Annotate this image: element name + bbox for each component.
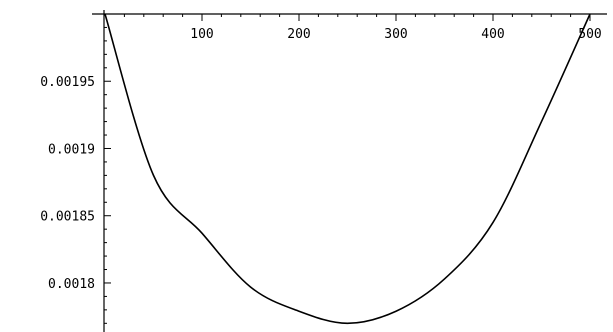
series-line (104, 13, 591, 325)
x-axis-tick-labels: 100 200 300 400 500 (190, 27, 601, 42)
x-tick-label: 500 (578, 27, 601, 42)
y-tick-label: 0.0019 (48, 142, 95, 157)
x-tick-label: 200 (287, 27, 310, 42)
x-tick-label: 400 (481, 27, 504, 42)
x-tick-label: 300 (384, 27, 407, 42)
y-tick-label: 0.0018 (48, 277, 95, 292)
y-axis-ticks (104, 26, 111, 324)
x-tick-label: 100 (190, 27, 213, 42)
y-axis-tick-labels: 0.0018 0.00185 0.0019 0.00195 (40, 75, 95, 292)
y-tick-label: 0.00195 (40, 75, 95, 90)
y-tick-label: 0.00185 (40, 210, 95, 225)
x-axis-ticks (123, 14, 591, 21)
